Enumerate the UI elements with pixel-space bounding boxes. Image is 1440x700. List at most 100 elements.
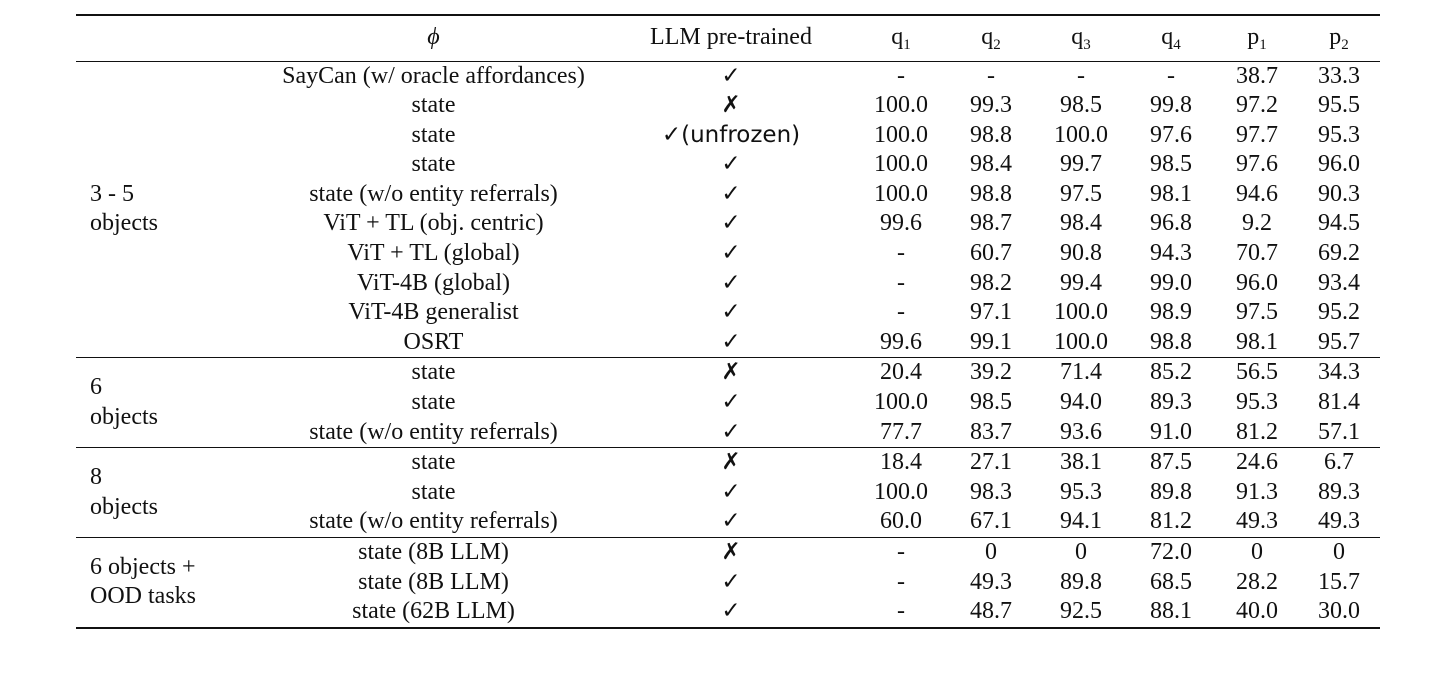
cell-phi: state (w/o entity referrals) xyxy=(309,418,558,445)
cell-llm-pretrained: ✓ xyxy=(721,180,741,207)
cell-p2: 95.2 xyxy=(1318,299,1360,326)
cell-p1: 56.5 xyxy=(1236,359,1278,386)
cell-p1: 91.3 xyxy=(1236,478,1278,505)
cell-q2: 98.5 xyxy=(970,389,1012,416)
cell-phi: state (w/o entity referrals) xyxy=(309,180,558,207)
cell-p1: 94.6 xyxy=(1236,180,1278,207)
table-row: ViT-4B generalist ✓ - 97.1 100.0 98.9 97.5 95.2 xyxy=(76,298,1380,328)
cell-q4: 68.5 xyxy=(1150,568,1192,595)
cell-llm-pretrained: ✗ xyxy=(721,449,741,476)
cell-q2: 99.3 xyxy=(970,92,1012,119)
group-label-line: OOD tasks xyxy=(90,583,196,610)
cell-q3: 98.4 xyxy=(1060,210,1102,237)
cell-p2: 95.5 xyxy=(1318,92,1360,119)
cell-q4: 85.2 xyxy=(1150,359,1192,386)
table-row: OSRT ✓ 99.6 99.1 100.0 98.8 98.1 95.7 xyxy=(76,328,1380,358)
cell-q2: 60.7 xyxy=(970,240,1012,267)
cell-q2: 99.1 xyxy=(970,328,1012,355)
header-q2-base: q xyxy=(981,24,994,51)
cell-q3: 99.7 xyxy=(1060,151,1102,178)
cell-llm-pretrained: ✗ xyxy=(721,539,741,565)
cell-phi: ViT-4B (global) xyxy=(357,269,510,296)
cell-p1: 24.6 xyxy=(1236,449,1278,476)
cell-llm-pretrained: ✓ xyxy=(721,598,741,625)
cell-q2: 98.7 xyxy=(970,210,1012,237)
table-row: state (8B LLM) ✓ - 49.3 89.8 68.5 28.2 15.7 xyxy=(76,568,1380,598)
cell-llm-pretrained: ✓ xyxy=(721,478,741,505)
group-label-line: 3 - 5 xyxy=(90,180,134,207)
cell-q3: 98.5 xyxy=(1060,92,1102,119)
cell-llm-pretrained: ✗ xyxy=(721,359,741,386)
cell-q2: 67.1 xyxy=(970,508,1012,535)
cell-phi: state xyxy=(411,478,456,505)
cell-q4: 89.8 xyxy=(1150,478,1192,505)
cell-q1: 99.6 xyxy=(880,328,922,355)
header-p2-base: p xyxy=(1329,24,1342,51)
table-row: 6 objects state ✗ 20.4 39.2 71.4 85.2 56.5 34.3 xyxy=(76,358,1380,429)
header-q3-sub: 3 xyxy=(1083,37,1091,54)
cell-p2: 33.3 xyxy=(1318,62,1360,89)
cell-q3: 0 xyxy=(1075,539,1087,565)
cell-q2: 98.2 xyxy=(970,269,1012,296)
group-label: 6 objects + OOD tasks xyxy=(76,538,261,628)
cell-q1: 100.0 xyxy=(874,180,928,207)
cell-q1: - xyxy=(897,568,905,595)
table-row: 8 objects state ✗ 18.4 27.1 38.1 87.5 24.6 6.7 xyxy=(76,448,1380,519)
cell-q4: 99.0 xyxy=(1150,269,1192,296)
cell-phi: ViT + TL (obj. centric) xyxy=(323,210,544,237)
cell-q2: 97.1 xyxy=(970,299,1012,326)
header-p2: p2 xyxy=(1298,14,1380,62)
cell-llm-pretrained: ✓ xyxy=(721,568,741,595)
cell-q1: 77.7 xyxy=(880,418,922,445)
cell-q2: 98.4 xyxy=(970,151,1012,178)
header-p1: p1 xyxy=(1216,14,1298,62)
cell-p2: 34.3 xyxy=(1318,359,1360,386)
cell-phi: state xyxy=(411,449,456,476)
cell-q2: 83.7 xyxy=(970,418,1012,445)
cell-q1: 60.0 xyxy=(880,508,922,535)
header-q4-base: q xyxy=(1161,24,1174,51)
group-label-line: 6 xyxy=(90,374,102,401)
table-row: 3 - 5 objects SayCan (w/ oracle affordance… xyxy=(76,61,1380,237)
header-group xyxy=(76,14,261,62)
cell-q2: 0 xyxy=(985,539,997,565)
table-row: state ✓ 100.0 98.4 99.7 98.5 97.6 96.0 xyxy=(76,150,1380,180)
cell-phi: state (62B LLM) xyxy=(352,598,515,625)
cell-p2: 0 xyxy=(1333,539,1345,565)
cell-q4: 72.0 xyxy=(1150,539,1192,565)
cell-phi: SayCan (w/ oracle affordances) xyxy=(282,62,585,89)
table-row: state (62B LLM) ✓ - 48.7 92.5 88.1 40.0 30.0 xyxy=(76,597,1380,628)
header-q3: q3 xyxy=(1036,14,1126,62)
cell-q4: 89.3 xyxy=(1150,389,1192,416)
table-row: ViT-4B (global) ✓ - 98.2 99.4 99.0 96.0 93.4 xyxy=(76,269,1380,299)
cell-q3: 99.4 xyxy=(1060,269,1102,296)
cell-p2: 57.1 xyxy=(1318,418,1360,445)
cell-phi: state (8B LLM) xyxy=(358,539,509,565)
cell-q3: 93.6 xyxy=(1060,418,1102,445)
cell-q4: 94.3 xyxy=(1150,240,1192,267)
cell-q1: 100.0 xyxy=(874,151,928,178)
cell-q4: 98.5 xyxy=(1150,151,1192,178)
cell-q1: 18.4 xyxy=(880,449,922,476)
cell-p2: 30.0 xyxy=(1318,598,1360,625)
cell-phi: ViT-4B generalist xyxy=(348,299,519,326)
header-row: ϕ LLM pre-trained q1 q2 q3 q4 p1 p2 xyxy=(76,14,1380,62)
header-q2: q2 xyxy=(946,14,1036,62)
cell-q1: - xyxy=(897,299,905,326)
cell-llm-pretrained: ✓ xyxy=(721,508,741,535)
cell-phi: state xyxy=(411,92,456,119)
cell-q4: 81.2 xyxy=(1150,508,1192,535)
cell-p1: 81.2 xyxy=(1236,418,1278,445)
cell-p1: 40.0 xyxy=(1236,598,1278,625)
cell-llm-pretrained: ✓ xyxy=(721,299,741,326)
cell-q4: 98.9 xyxy=(1150,299,1192,326)
cell-q1: 100.0 xyxy=(874,478,928,505)
cell-p2: 81.4 xyxy=(1318,389,1360,416)
header-phi: ϕ xyxy=(261,14,606,62)
cell-phi: state (8B LLM) xyxy=(358,568,509,595)
cell-p1: 9.2 xyxy=(1242,210,1272,237)
cell-p1: 28.2 xyxy=(1236,568,1278,595)
cell-q2: 98.8 xyxy=(970,121,1012,148)
cell-p2: 6.7 xyxy=(1324,449,1354,476)
header-p1-sub: 1 xyxy=(1259,37,1267,54)
